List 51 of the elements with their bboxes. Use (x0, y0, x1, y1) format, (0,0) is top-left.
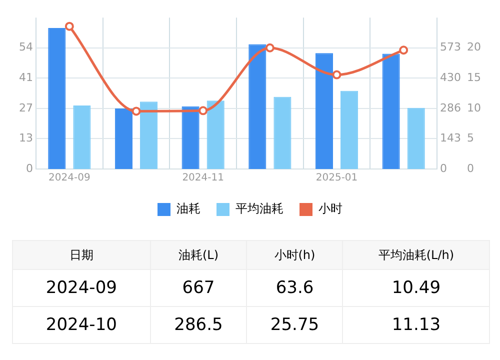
legend-label: 平均油耗 (236, 202, 284, 216)
y3-tick-label: 15 (467, 71, 482, 84)
text: 日期 (12, 240, 150, 270)
y-tick-label: 13 (18, 132, 33, 145)
bar (315, 53, 333, 169)
y2-tick-label: 573 (440, 40, 462, 54)
bar (140, 102, 158, 169)
x-tick-label: 2025-01 (316, 172, 358, 184)
text: 286.5 (150, 306, 247, 344)
text: 25.75 (246, 306, 343, 344)
point (64, 22, 74, 31)
y-tick-label: 54 (18, 40, 33, 54)
text: 2024-10 (12, 306, 150, 344)
y2-tick-label: 143 (440, 132, 462, 145)
bar (340, 90, 358, 169)
text: 63.6 (246, 270, 343, 306)
bar (248, 44, 266, 169)
y3-tick-label: 20 (467, 40, 482, 54)
bar (274, 96, 292, 169)
bar (114, 108, 132, 169)
bar (206, 100, 224, 169)
text: 11.13 (342, 306, 490, 344)
text: 油耗(L) (150, 240, 247, 270)
y2-tick-label: 286 (440, 101, 462, 114)
point (132, 106, 141, 116)
point (265, 43, 274, 52)
text: 667 (150, 270, 247, 306)
x-tick-label: 2024-11 (182, 172, 224, 184)
bar (407, 108, 425, 169)
point (399, 46, 408, 55)
y2-tick-label: 430 (440, 71, 462, 84)
bar (73, 105, 91, 169)
bar (48, 28, 66, 169)
y-tick-label: 41 (18, 71, 33, 84)
point (332, 70, 342, 80)
x-tick-label: 2024-09 (48, 172, 90, 184)
y-tick-label: 0 (26, 162, 33, 175)
y3-tick-label: 0 (467, 162, 474, 175)
bar (182, 106, 200, 169)
y3-tick-label: 10 (467, 101, 482, 114)
text: 10.49 (342, 270, 490, 306)
bar (382, 54, 400, 169)
legend-label: 油耗 (176, 202, 200, 216)
text: 2024-09 (12, 270, 150, 306)
text: 小时(h) (246, 240, 343, 270)
y2-tick-label: 0 (440, 162, 448, 175)
y3-tick-label: 5 (467, 132, 474, 145)
point (198, 106, 208, 116)
legend-label: 小时 (318, 202, 342, 216)
text: 平均油耗(L/h) (342, 240, 490, 270)
y-tick-label: 27 (18, 101, 33, 114)
